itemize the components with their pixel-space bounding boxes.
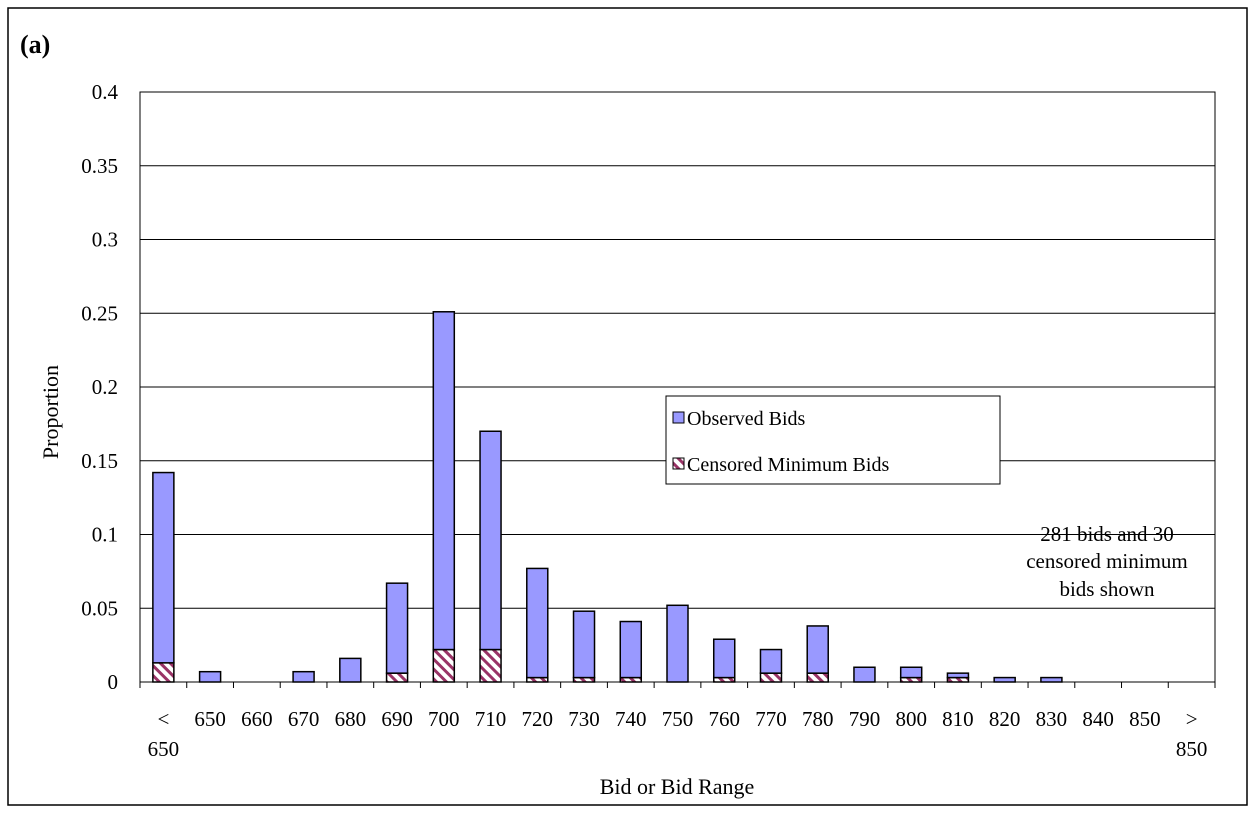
x-tick-label: 750 <box>662 707 694 731</box>
annotation-line-1: 281 bids and 30 <box>1040 522 1174 546</box>
bar-observed-810 <box>946 672 970 679</box>
x-tick-label: 820 <box>989 707 1021 731</box>
annotation-line-2: censored minimum <box>1026 549 1188 573</box>
x-tick-label: 660 <box>241 707 273 731</box>
bar-censored-700 <box>432 648 456 683</box>
x-tick-label: 740 <box>615 707 647 731</box>
bar-observed-760 <box>712 638 736 679</box>
x-tick-label: 680 <box>335 707 367 731</box>
bar-censored-650 <box>152 662 175 683</box>
x-axis-ticks <box>139 682 1216 688</box>
bar-observed-770 <box>759 648 783 674</box>
x-tick-label: < <box>157 707 169 731</box>
x-tick-label: 670 <box>288 707 320 731</box>
y-tick-label: 0.15 <box>81 449 118 473</box>
annotation-line-3: bids shown <box>1059 577 1155 601</box>
bar-observed-650 <box>152 471 175 664</box>
x-tick-label: 690 <box>381 707 413 731</box>
y-tick-label: 0.3 <box>92 228 118 252</box>
bar-censored-780 <box>806 672 829 683</box>
x-tick-label: 850 <box>1176 737 1208 761</box>
x-tick-label: 770 <box>755 707 787 731</box>
x-tick-label: 700 <box>428 707 460 731</box>
bar-observed-750 <box>666 604 689 683</box>
x-tick-label: 850 <box>1129 707 1161 731</box>
y-tick-label: 0.35 <box>81 154 118 178</box>
bar-observed-820 <box>993 676 1016 683</box>
x-tick-label: > <box>1186 707 1198 731</box>
plot-area <box>139 91 1216 683</box>
x-tick-label: 840 <box>1082 707 1114 731</box>
x-axis-label: Bid or Bid Range <box>600 774 755 799</box>
bar-observed-710 <box>479 430 502 651</box>
x-tick-label: 720 <box>522 707 554 731</box>
bar-observed-730 <box>572 610 596 679</box>
y-tick-label: 0.4 <box>92 80 119 104</box>
x-axis-tick-labels: <650 650 660 670 680 690 700 710 720 730 740 750 760… <box>148 707 1208 761</box>
x-tick-label: 760 <box>708 707 740 731</box>
bar-observed-830 <box>1040 676 1063 683</box>
x-tick-label: 790 <box>849 707 881 731</box>
bar-observed-690 <box>385 582 409 674</box>
legend-label-observed: Observed Bids <box>687 408 806 430</box>
y-tick-label: 0.2 <box>92 375 118 399</box>
panel-label: (a) <box>20 30 50 59</box>
legend-box <box>665 395 1001 485</box>
x-tick-label: 800 <box>895 707 927 731</box>
legend-label-censored: Censored Minimum Bids <box>687 454 889 476</box>
legend-swatch-observed <box>672 411 685 424</box>
x-tick-label: 730 <box>568 707 600 731</box>
legend-swatch-censored <box>672 457 685 470</box>
x-tick-label: 830 <box>1036 707 1068 731</box>
legend: Observed Bids Censored Minimum Bids <box>665 395 1001 485</box>
bar-observed-700 <box>432 311 456 651</box>
y-tick-label: 0.05 <box>81 596 118 620</box>
bar-censored-770 <box>759 672 783 683</box>
y-tick-label: 0.25 <box>81 301 118 325</box>
bar-observed-650 <box>198 670 222 683</box>
chart-frame <box>7 7 1248 806</box>
bar-observed-780 <box>806 625 829 674</box>
bar-observed-720 <box>526 567 549 679</box>
bar-observed-680 <box>339 657 362 683</box>
x-tick-label: 650 <box>148 737 180 761</box>
bar-censored-710 <box>479 648 502 683</box>
bar-censored-690 <box>385 672 409 683</box>
bar-series <box>152 311 1063 683</box>
bar-observed-800 <box>899 666 923 679</box>
x-tick-label: 780 <box>802 707 834 731</box>
annotation-note: 281 bids and 30 censored minimum bids sh… <box>1026 522 1188 601</box>
x-tick-label: 810 <box>942 707 974 731</box>
x-tick-label: 650 <box>194 707 226 731</box>
bar-observed-740 <box>619 620 643 679</box>
bar-observed-670 <box>292 670 315 683</box>
y-axis-label: Proportion <box>38 365 63 459</box>
x-tick-label: 710 <box>475 707 507 731</box>
y-tick-label: 0 <box>108 670 119 694</box>
y-tick-label: 0.1 <box>92 523 118 547</box>
bar-observed-790 <box>853 666 876 683</box>
y-axis-tick-labels: 0 0.05 0.1 0.15 0.2 0.25 0.3 0.35 0.4 <box>81 80 118 694</box>
